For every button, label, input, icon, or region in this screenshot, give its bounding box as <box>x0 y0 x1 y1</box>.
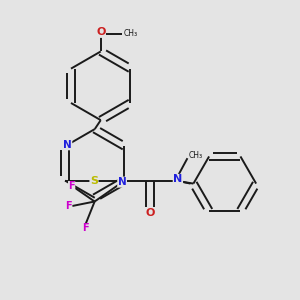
Text: CH₃: CH₃ <box>188 151 203 160</box>
Text: F: F <box>82 224 89 233</box>
Text: O: O <box>96 27 105 37</box>
Text: F: F <box>68 181 75 191</box>
Text: CH₃: CH₃ <box>123 29 137 38</box>
Text: N: N <box>173 174 182 184</box>
Text: O: O <box>146 208 155 218</box>
Text: N: N <box>63 140 72 150</box>
Text: S: S <box>90 176 98 186</box>
Text: N: N <box>118 177 127 187</box>
Text: F: F <box>65 201 72 211</box>
